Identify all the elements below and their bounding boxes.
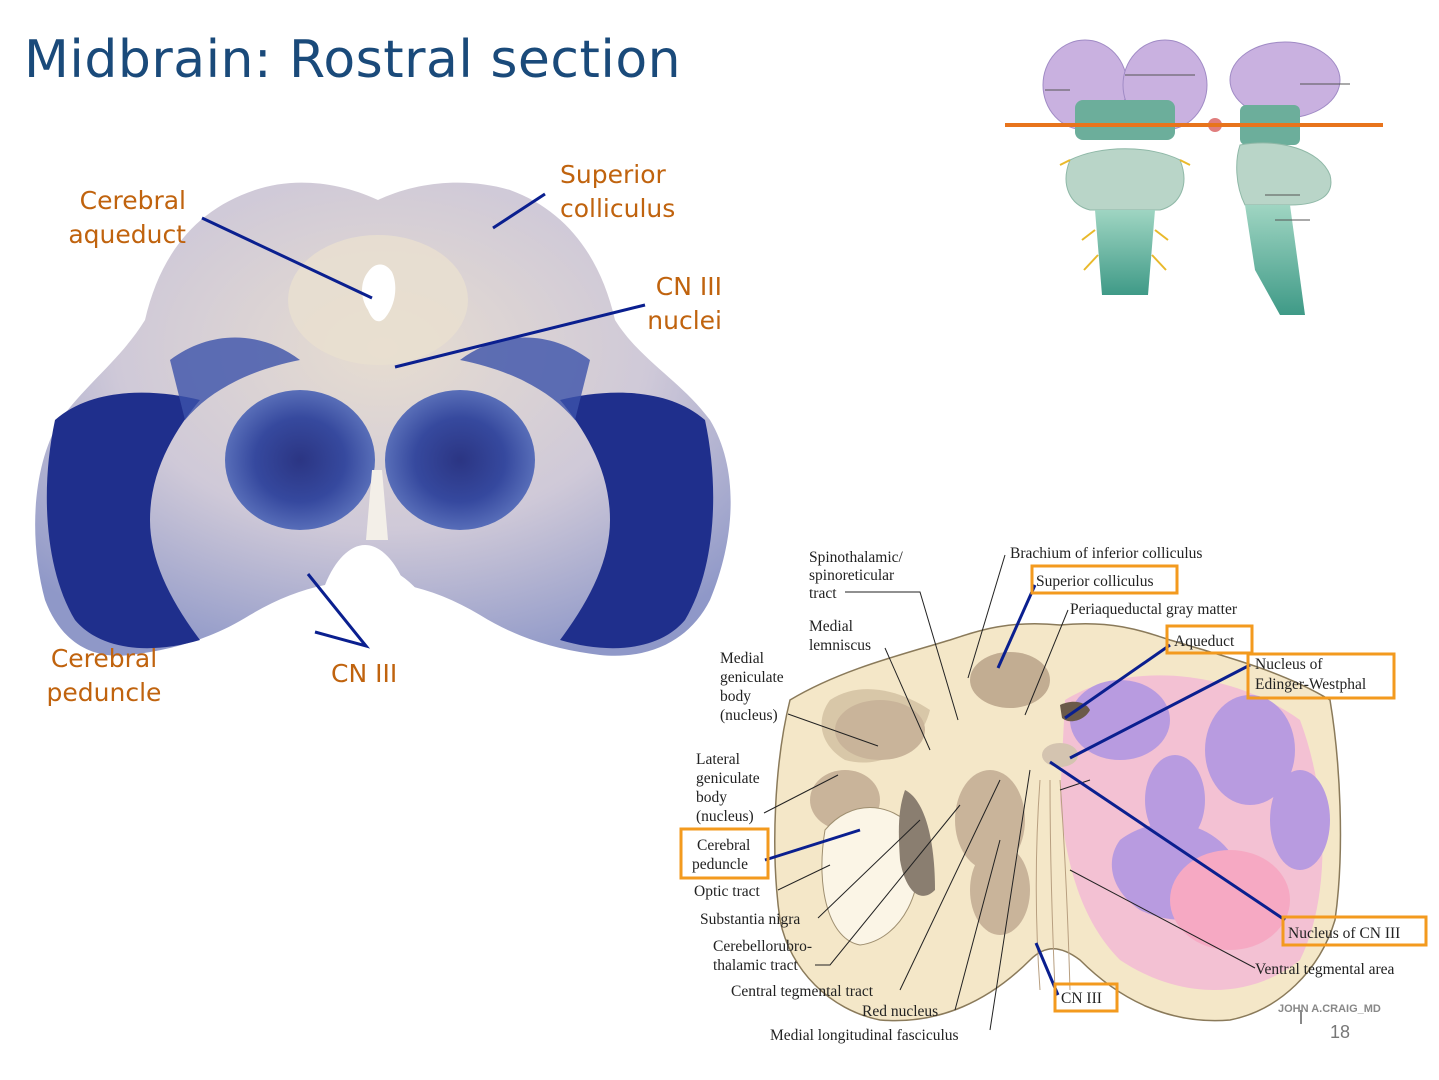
svg-text:geniculate: geniculate [720,669,784,686]
midbrain-stained-section [35,182,731,660]
svg-text:Medial: Medial [720,650,764,667]
label-optic-tract: Optic tract [694,883,761,900]
label-superior-colliculus-photo: Superior colliculus [560,160,676,223]
label-cerebral-aqueduct: Cerebral aqueduct [68,186,186,249]
svg-text:(nucleus): (nucleus) [696,808,754,825]
label-periaqueductal: Periaqueductal gray matter [1070,601,1238,618]
svg-text:Cerebral: Cerebral [697,837,750,854]
label-lateral-geniculate: Lateral [696,751,740,768]
label-substantia-nigra: Substantia nigra [700,911,800,928]
svg-text:Medial: Medial [809,618,853,635]
svg-text:Nucleus of: Nucleus of [1255,656,1323,673]
label-cn3-diagram: CN III [1061,990,1102,1007]
svg-text:geniculate: geniculate [696,770,760,787]
svg-text:peduncle: peduncle [692,856,748,873]
svg-text:Lateral: Lateral [696,751,740,768]
label-cn3-photo: CN III [331,659,398,688]
label-superior-colliculus: Superior colliculus [1036,573,1154,590]
svg-text:thalamic tract: thalamic tract [713,957,798,974]
midbrain-diagram [774,622,1342,1024]
label-medial-geniculate: Medial [720,650,764,667]
svg-text:Cerebellorubro-: Cerebellorubro- [713,938,812,955]
svg-text:(nucleus): (nucleus) [720,707,778,724]
label-cerebral-peduncle: Cerebral [697,837,750,854]
diagram-labels: Spinothalamic/ spinoreticular tract Brac… [692,545,1400,1044]
pointer-superior-colliculus [492,192,546,230]
label-spinothalamic-1: Spinothalamic/ [809,549,904,566]
label-cerebellorubro: Cerebellorubro- [713,938,812,955]
label-cn3-nuclei: CN III nuclei [647,272,722,335]
label-nucleus-cn3: Nucleus of CN III [1288,925,1400,942]
pointer-cn3 [306,573,371,649]
svg-text:body: body [696,789,727,806]
svg-text:lemniscus: lemniscus [809,637,871,654]
label-edinger: Nucleus of [1255,656,1323,673]
photo-pointer-lines [201,192,646,649]
svg-text:body: body [720,688,751,705]
highlight-boxes [679,564,1428,1013]
label-cerebral-peduncle-photo: Cerebral peduncle [46,644,162,707]
svg-text:tract: tract [809,585,837,602]
svg-text:Edinger-Westphal: Edinger-Westphal [1255,676,1366,693]
svg-text:spinoreticular: spinoreticular [809,567,895,584]
label-ventral-tegmental: Ventral tegmental area [1255,961,1395,978]
diagram-leader-lines [763,554,1256,1031]
label-mlf: Medial longitudinal fasciculus [770,1027,959,1044]
credit-text: JOHN A.CRAIG_MD [1278,1003,1381,1015]
label-brachium: Brachium of inferior colliculus [1010,545,1202,562]
label-medial-lemniscus: Medial [809,618,853,635]
svg-text:Spinothalamic/: Spinothalamic/ [809,549,904,566]
brainstem-thumbnail [1005,39,1383,315]
pointer-cerebral-aqueduct [201,216,373,300]
label-red-nucleus: Red nucleus [862,1003,938,1020]
slide-title: Midbrain: Rostral section [24,30,682,90]
page-number: 18 [1330,1022,1351,1042]
label-central-tegmental: Central tegmental tract [731,983,874,1000]
pointer-cn3-nuclei [394,303,646,369]
label-aqueduct: Aqueduct [1174,633,1235,650]
